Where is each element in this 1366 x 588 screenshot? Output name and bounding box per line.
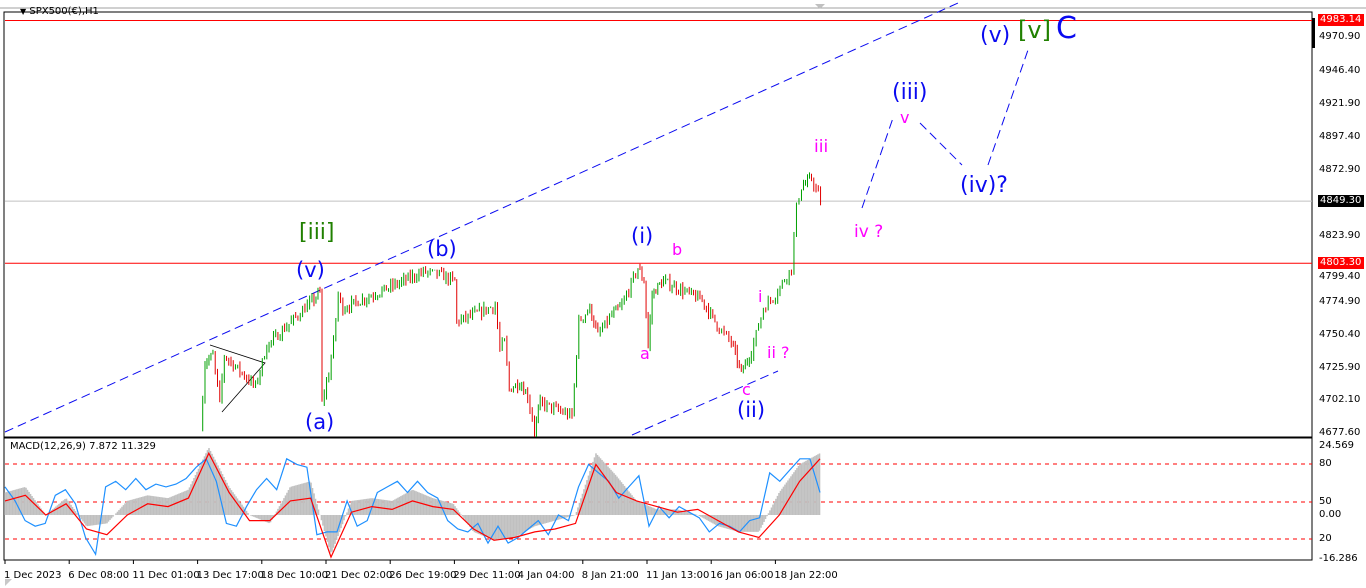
price-axis-label: 4946.40 bbox=[1319, 65, 1361, 76]
time-axis-label: 6 Dec 08:00 bbox=[68, 570, 130, 581]
price-axis-label: 4799.40 bbox=[1319, 271, 1361, 282]
time-axis-label: 11 Jan 13:00 bbox=[646, 570, 710, 581]
wave-label[interactable]: (i) bbox=[631, 224, 654, 248]
wave-label[interactable]: c bbox=[742, 380, 751, 399]
main-chart-border bbox=[3, 11, 1313, 438]
price-axis-label: 4702.10 bbox=[1319, 394, 1361, 405]
time-axis-label: 26 Dec 19:00 bbox=[389, 570, 457, 581]
wave-label[interactable]: [iii] bbox=[299, 220, 335, 245]
wave-label[interactable]: iv ? bbox=[854, 222, 884, 242]
wave-label[interactable]: (v) bbox=[980, 23, 1011, 48]
time-axis-label: 21 Dec 02:00 bbox=[325, 570, 393, 581]
wave-label[interactable]: ii ? bbox=[767, 343, 790, 362]
price-axis-label: 4774.90 bbox=[1319, 296, 1361, 307]
time-axis-label: 1 Dec 2023 bbox=[4, 570, 62, 581]
wave-label[interactable]: (iv)? bbox=[960, 173, 1008, 198]
wave-label[interactable]: (v) bbox=[296, 258, 325, 282]
dropdown-triangle-icon[interactable]: ▼ bbox=[20, 7, 27, 16]
wave-label[interactable]: i bbox=[758, 287, 763, 306]
price-axis-label: 4725.90 bbox=[1319, 362, 1361, 373]
projection-line-1[interactable] bbox=[861, 117, 894, 209]
wave-label[interactable]: (b) bbox=[427, 237, 457, 261]
macd-axis-label: -16.286 bbox=[1319, 553, 1358, 564]
candles bbox=[202, 172, 822, 437]
trend-lines bbox=[4, 2, 1029, 436]
price-tag: 4983.14 bbox=[1318, 14, 1364, 27]
wave-label[interactable]: b bbox=[672, 240, 683, 259]
macd-plot bbox=[4, 448, 1312, 559]
projection-line-3[interactable] bbox=[987, 49, 1029, 166]
time-axis-label: 29 Dec 11:00 bbox=[453, 570, 521, 581]
macd-axis-label: 0.00 bbox=[1319, 509, 1342, 520]
macd-axis-label: 20 bbox=[1319, 533, 1332, 544]
macd-title: MACD(12,26,9) 7.872 11.329 bbox=[10, 441, 156, 452]
symbol-title[interactable]: ▼ SPX500(€),H1 bbox=[20, 7, 99, 17]
time-axis-label: 18 Jan 22:00 bbox=[774, 570, 838, 581]
price-axis-label: 4897.40 bbox=[1319, 131, 1361, 142]
price-axis-label: 4750.40 bbox=[1319, 329, 1361, 340]
price-tag: 4849.30 bbox=[1318, 195, 1364, 208]
wave-label[interactable]: (ii) bbox=[737, 398, 766, 422]
horizontal-lines bbox=[5, 19, 1312, 264]
macd-panel-border bbox=[3, 437, 1313, 561]
macd-main-line bbox=[4, 457, 821, 557]
lower-channel-line[interactable] bbox=[631, 370, 779, 436]
wave-label[interactable]: C bbox=[1056, 11, 1077, 46]
wave-label[interactable]: [v] bbox=[1018, 16, 1051, 44]
macd-signal-line bbox=[4, 451, 821, 559]
wave-label[interactable]: (a) bbox=[305, 410, 335, 434]
time-axis-label: 13 Dec 17:00 bbox=[196, 570, 264, 581]
price-axis-label: 4970.90 bbox=[1319, 31, 1361, 42]
symbol-title-text: SPX500(€),H1 bbox=[29, 6, 99, 17]
upper-channel-line[interactable] bbox=[4, 2, 959, 433]
price-axis-label: 4823.90 bbox=[1319, 230, 1361, 241]
macd-axis-label: 24.569 bbox=[1319, 440, 1354, 451]
price-axis-label: 4677.60 bbox=[1319, 427, 1361, 438]
time-axis-label: 8 Jan 21:00 bbox=[581, 570, 639, 581]
macd-axis-label: 50 bbox=[1319, 496, 1332, 507]
shift-marker-icon[interactable] bbox=[815, 4, 825, 9]
time-axis-label: 16 Jan 06:00 bbox=[710, 570, 774, 581]
wave-label[interactable]: a bbox=[640, 344, 650, 363]
price-axis-label: 4872.90 bbox=[1319, 164, 1361, 175]
price-scale-handle[interactable] bbox=[1312, 18, 1315, 48]
macd-axis-label: 80 bbox=[1319, 458, 1332, 469]
time-axis-label: 4 Jan 04:00 bbox=[517, 570, 575, 581]
time-axis-label: 18 Dec 10:00 bbox=[260, 570, 329, 581]
time-axis-label: 11 Dec 01:00 bbox=[132, 570, 200, 581]
price-axis-label: 4921.90 bbox=[1319, 98, 1361, 109]
wave-label[interactable]: v bbox=[900, 108, 910, 127]
price-tag: 4803.30 bbox=[1318, 257, 1364, 270]
wave-label[interactable]: iii bbox=[814, 137, 829, 157]
wave-label[interactable]: (iii) bbox=[892, 80, 928, 105]
triangle-pattern-lines[interactable] bbox=[209, 344, 266, 413]
projection-line-2[interactable] bbox=[919, 122, 963, 166]
